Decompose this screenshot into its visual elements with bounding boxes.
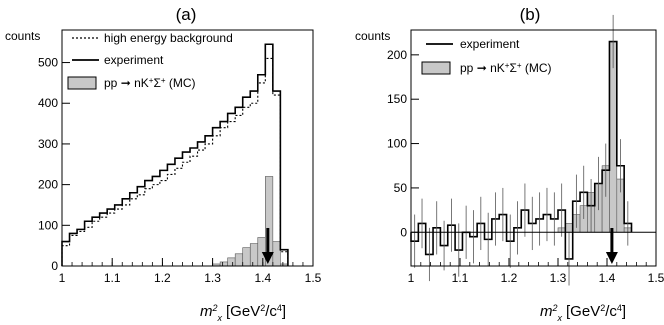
mc-bar-22 [219,261,228,267]
panel-b-lines [410,14,633,286]
legend-arrow-icon-b: ➞ [473,61,490,75]
x-tick-label: 1.5 [648,271,664,285]
y-tick-label: 100 [38,218,58,232]
panel-b-ylabel: counts [355,29,390,43]
x-tick-label: 1.4 [599,271,616,285]
panel-b: (b) counts 1 1.1 1.2 1.3 1.4 1.5050100150200 … [355,5,664,286]
mc-bar-22 [565,223,573,233]
y-tick-label: 100 [387,137,407,151]
panel-a-title: (a) [176,5,197,24]
y-tick-label: 200 [387,48,407,62]
y-tick-label: 0 [400,225,407,239]
y-tick-label: 150 [387,92,407,106]
panel-a: (a) counts 1 1.1 1.2 1.3 1.4 1.5 0 100 200 300 400… [5,5,322,285]
panel-a-axes: 1 1.1 1.2 1.3 1.4 1.5 0 100 200 300 400 500 [38,29,322,285]
x-tick-label: 1.2 [154,271,171,285]
x-tick-label: 1 [408,271,415,285]
panel-a-ylabel: counts [5,29,40,43]
legend-arrow-icon: ➞ [117,76,134,90]
mc-bar-23 [227,257,236,267]
y-tick-label: 0 [51,259,58,273]
mc-bar-28 [609,41,618,233]
y-tick-label: 50 [394,181,408,195]
panel-b-title: (b) [520,5,541,24]
legend-mc-label: pp ➞ nK+Σ+ (MC) [104,76,196,91]
x-tick-label: 1.1 [104,271,121,285]
legend-background-label: high energy background [104,31,233,45]
panel-b-xlabel: m2x [GeV2/c4] [540,303,626,323]
x-tick-label: 1.4 [254,271,271,285]
y-tick-label: 500 [38,56,58,70]
panel-a-lines [61,43,289,266]
mc-bar-25 [242,247,251,267]
arrow-head [261,252,274,264]
legend-experiment-label-b: experiment [460,37,520,51]
x-tick-label: 1 [59,271,66,285]
panel-a-xlabel: m2x [GeV2/c4] [200,303,286,323]
x-tick-label: 1.5 [305,271,322,285]
b-experiment-line [410,40,633,260]
x-tick-label: 1.2 [501,271,518,285]
a-plot-frame [61,29,314,267]
arrow-head [605,252,618,264]
mc-bar-29 [272,241,281,267]
mc-bar-27 [257,237,266,267]
x-tick-label: 1.3 [550,271,567,285]
x-tick-label: 1.1 [452,271,469,285]
y-tick-label: 300 [38,137,58,151]
panel-b-legend: experiment pp ➞ nK+Σ+ (MC) [421,37,552,76]
y-tick-label: 400 [38,96,58,110]
y-tick-label: 200 [38,178,58,192]
x-tick-label: 1.3 [204,271,221,285]
legend-mc-swatch [67,76,97,90]
a-experiment-line [61,43,289,266]
legend-experiment-label: experiment [104,53,164,67]
legend-mc-label-b: pp ➞ nK+Σ+ (MC) [460,61,552,76]
panel-b-axes: 1 1.1 1.2 1.3 1.4 1.5 0 50 100 150 200 [387,29,664,285]
mc-bar-24 [234,253,244,267]
mc-bar-26 [249,243,259,267]
b-plot-frame [410,29,657,267]
panel-a-legend: high energy background experiment pp ➞ n… [67,31,233,91]
panel-a-mc-fill [212,176,289,267]
legend-mc-swatch-b [421,61,451,75]
